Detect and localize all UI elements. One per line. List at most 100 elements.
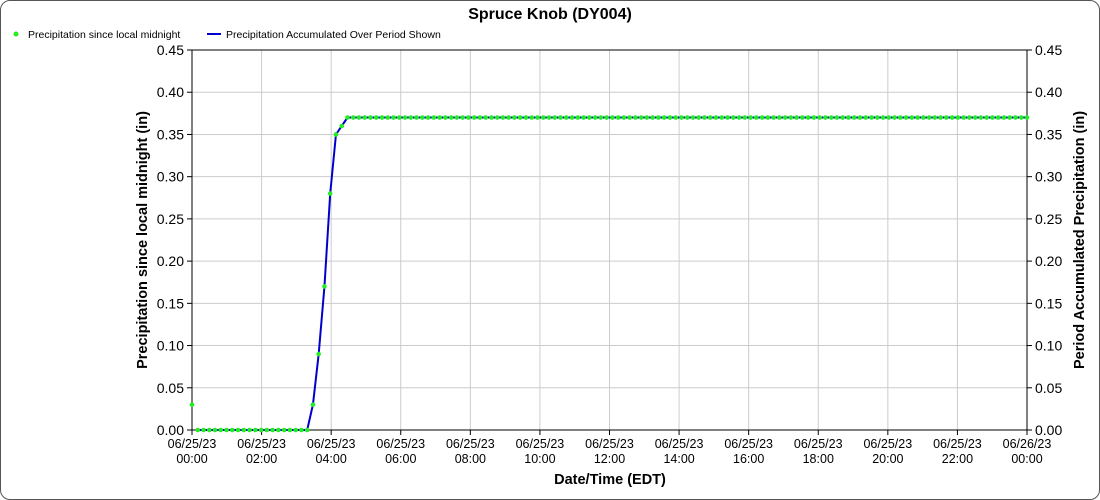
y-tick-label-left: 0.05 xyxy=(157,380,184,396)
precip-since-midnight-point xyxy=(373,115,379,120)
y-tick-label-left: 0.10 xyxy=(157,338,184,354)
y-tick-label-left: 0.00 xyxy=(157,422,184,438)
x-axis-title: Date/Time (EDT) xyxy=(554,472,666,488)
x-tick-label-time: 08:00 xyxy=(455,452,486,466)
precip-since-midnight-point xyxy=(754,115,759,120)
precip-since-midnight-point xyxy=(212,427,218,433)
x-tick-label-time: 18:00 xyxy=(803,452,834,466)
y-tick-label-right: 0.35 xyxy=(1035,126,1062,142)
precip-since-midnight-point xyxy=(339,123,345,129)
precip-since-midnight-point xyxy=(817,115,822,120)
precip-since-midnight-point xyxy=(592,115,598,120)
precip-since-midnight-point xyxy=(569,115,575,120)
x-tick-label-time: 22:00 xyxy=(942,452,973,466)
precip-since-midnight-point xyxy=(276,427,281,433)
x-axis: 06/25/2300:0006/25/2302:0006/25/2304:000… xyxy=(168,430,1052,466)
precip-since-midnight-point xyxy=(880,115,886,120)
precip-since-midnight-point xyxy=(281,427,287,433)
precip-since-midnight-point xyxy=(690,115,696,120)
precip-since-midnight-point xyxy=(702,115,707,120)
precip-since-midnight-point xyxy=(610,115,615,120)
x-tick-label-date: 06/25/23 xyxy=(863,437,912,451)
precip-since-midnight-point xyxy=(805,115,811,120)
legend-label-precip-since-midnight: Precipitation since local midnight xyxy=(28,29,180,41)
precip-since-midnight-point xyxy=(909,115,915,120)
precip-since-midnight-point xyxy=(638,115,644,120)
precip-since-midnight-point xyxy=(788,115,794,120)
precip-since-midnight-point xyxy=(874,115,880,120)
precip-since-midnight-point xyxy=(546,115,552,120)
x-tick-label-date: 06/26/23 xyxy=(1003,437,1052,451)
precip-since-midnight-point xyxy=(270,427,275,433)
legend-marker-icon xyxy=(13,31,19,37)
precip-since-midnight-point xyxy=(431,115,437,120)
x-tick-label-time: 06:00 xyxy=(385,452,416,466)
precip-since-midnight-point xyxy=(368,115,373,120)
x-tick-label-date: 06/25/23 xyxy=(168,437,217,451)
precip-since-midnight-point xyxy=(1013,115,1018,120)
precip-since-midnight-point xyxy=(581,115,586,120)
precip-since-midnight-point xyxy=(932,115,938,120)
precip-since-midnight-point xyxy=(316,351,321,357)
precip-since-midnight-point xyxy=(506,115,512,120)
precip-since-midnight-point xyxy=(719,115,725,120)
precip-since-midnight-point xyxy=(811,115,817,120)
precip-since-midnight-point xyxy=(731,115,736,120)
precip-since-midnight-point xyxy=(356,115,362,120)
precip-since-midnight-point xyxy=(414,115,419,120)
y-tick-label-left: 0.30 xyxy=(157,169,184,185)
precip-since-midnight-point xyxy=(350,115,356,120)
precip-since-midnight-point xyxy=(517,115,523,120)
precip-since-midnight-point xyxy=(863,115,869,120)
precip-since-midnight-point xyxy=(886,115,892,120)
precip-since-midnight-point xyxy=(627,115,632,120)
y-tick-label-left: 0.45 xyxy=(157,42,184,58)
precip-since-midnight-point xyxy=(823,115,828,120)
y-tick-label-right: 0.00 xyxy=(1035,422,1062,438)
precip-since-midnight-point xyxy=(857,115,863,120)
precip-since-midnight-point xyxy=(742,115,748,120)
series-since-midnight-markers xyxy=(189,115,1030,433)
precip-since-midnight-point xyxy=(736,115,742,120)
precip-since-midnight-point xyxy=(454,115,460,120)
precip-since-midnight-point xyxy=(794,115,799,120)
precip-since-midnight-point xyxy=(247,427,252,433)
precip-since-midnight-point xyxy=(633,115,638,120)
precip-since-midnight-point xyxy=(477,115,483,120)
y-tick-label-left: 0.25 xyxy=(157,211,184,227)
x-tick-label-date: 06/25/23 xyxy=(933,437,982,451)
precip-since-midnight-point xyxy=(921,115,926,120)
y-tick-label-left: 0.40 xyxy=(157,84,184,100)
precip-since-midnight-point xyxy=(869,115,874,120)
y-tick-label-right: 0.30 xyxy=(1035,169,1062,185)
precip-since-midnight-point xyxy=(851,115,857,120)
precip-since-midnight-point xyxy=(575,115,581,120)
x-tick-label-time: 16:00 xyxy=(733,452,764,466)
y-tick-label-left: 0.35 xyxy=(157,126,184,142)
x-tick-label-time: 14:00 xyxy=(663,452,694,466)
precip-since-midnight-point xyxy=(310,402,316,407)
precip-since-midnight-point xyxy=(466,115,471,120)
precip-since-midnight-point xyxy=(684,115,690,120)
precip-since-midnight-point xyxy=(846,115,851,120)
precip-since-midnight-point xyxy=(230,427,235,433)
precip-since-midnight-point xyxy=(483,115,488,120)
y-axis-right: 0.00 0.05 0.10 0.15 0.20 0.25 0.30 0.35 0.40 0.45 xyxy=(1027,42,1062,438)
precip-since-midnight-point xyxy=(828,115,834,120)
precip-since-midnight-point xyxy=(656,115,661,120)
precip-since-midnight-point xyxy=(1018,115,1024,120)
x-tick-label-time: 02:00 xyxy=(246,452,277,466)
x-tick-label-date: 06/25/23 xyxy=(655,437,704,451)
precip-since-midnight-point xyxy=(748,115,753,120)
precip-since-midnight-point xyxy=(448,115,454,120)
y-tick-label-right: 0.10 xyxy=(1035,338,1062,354)
precip-since-midnight-point xyxy=(241,427,247,433)
precip-since-midnight-point xyxy=(529,115,535,120)
precip-since-midnight-point xyxy=(224,427,229,433)
precip-since-midnight-point xyxy=(1001,115,1007,120)
precip-since-midnight-point xyxy=(1007,115,1013,120)
x-tick-label-date: 06/25/23 xyxy=(724,437,773,451)
precip-since-midnight-point xyxy=(206,427,212,433)
